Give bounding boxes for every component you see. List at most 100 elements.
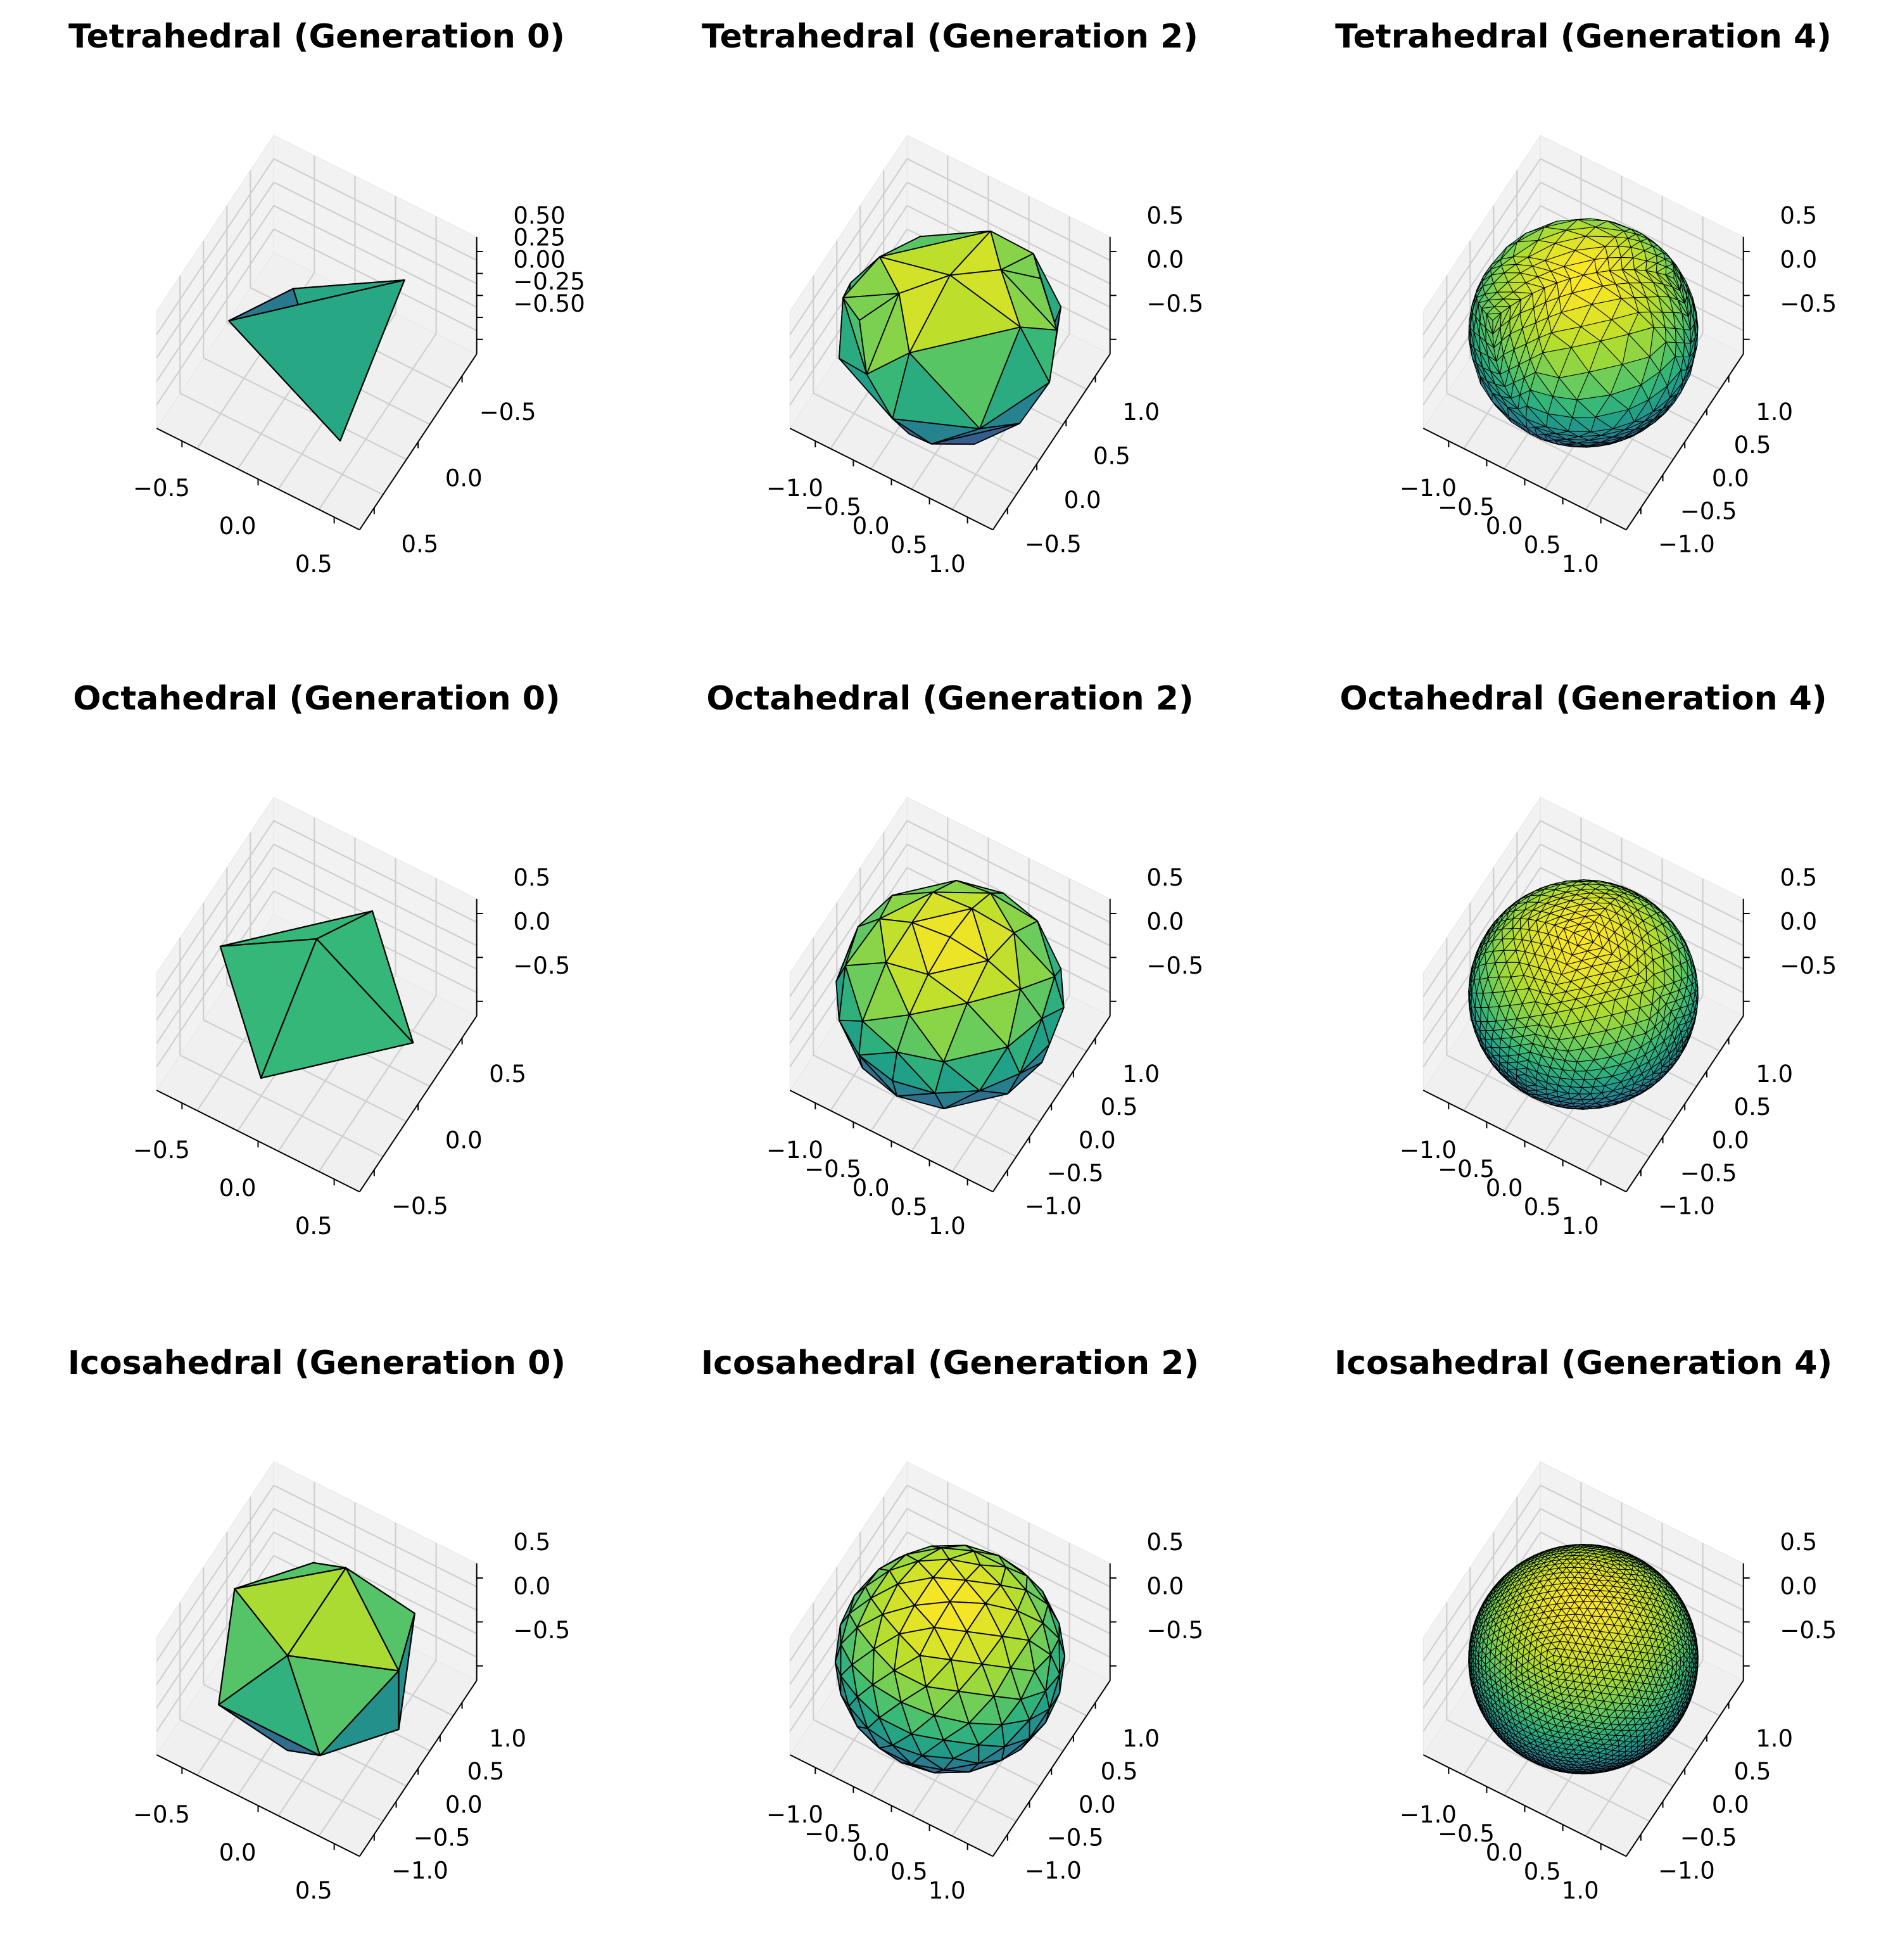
y-tick-label: −0.5 <box>414 1824 471 1851</box>
z-tick-label: 0.0 <box>1780 246 1817 273</box>
y-tick-label: −0.5 <box>1680 497 1737 525</box>
mesh <box>835 1545 1065 1772</box>
x-tick-label: 0.5 <box>1524 531 1561 559</box>
y-tick-label: −0.5 <box>479 398 536 426</box>
x-tick-label: 0.5 <box>1524 1193 1561 1221</box>
y-tick-label: 0.5 <box>1101 1093 1138 1121</box>
plot-3d: −1.0−0.50.00.51.01.00.50.0−0.5−1.00.50.0… <box>633 1327 1267 1900</box>
y-tick-label: 1.0 <box>1756 398 1793 426</box>
y-tick-label: 0.5 <box>1101 1758 1138 1785</box>
x-tick-label: 0.0 <box>219 1839 256 1866</box>
y-tick-label: 0.5 <box>1734 1093 1771 1121</box>
z-tick-label: 0.5 <box>513 1529 550 1556</box>
x-tick-label: 1.0 <box>928 550 966 578</box>
y-tick-label: 1.0 <box>489 1725 526 1752</box>
y-tick-label: −0.5 <box>1025 530 1082 557</box>
y-tick-label: 1.0 <box>1122 1060 1160 1088</box>
x-tick-label: −0.5 <box>133 474 190 502</box>
mesh <box>1469 1544 1698 1774</box>
x-tick-label: 0.5 <box>890 1193 928 1221</box>
z-tick-label: 0.5 <box>1146 864 1184 891</box>
plot-3d: −1.0−0.50.00.51.01.00.50.0−0.50.50.0−0.5 <box>633 0 1267 633</box>
plot-3d: −0.50.00.51.00.50.0−0.5−1.00.50.0−0.5 <box>0 1327 633 1900</box>
x-tick-label: −0.5 <box>133 1801 190 1828</box>
y-tick-label: 0.5 <box>1093 443 1130 470</box>
plot-3d: −1.0−0.50.00.51.01.00.50.0−0.5−1.00.50.0… <box>1267 662 1900 1295</box>
mesh <box>1469 880 1698 1109</box>
x-tick-label: 0.5 <box>890 531 928 559</box>
y-tick-label: −0.5 <box>391 1192 448 1219</box>
y-tick-label: 0.0 <box>445 464 483 492</box>
plot-3d: −1.0−0.50.00.51.01.00.50.0−0.5−1.00.50.0… <box>1267 0 1900 633</box>
y-tick-label: −1.0 <box>391 1857 448 1884</box>
z-tick-label: 0.5 <box>1146 1529 1184 1556</box>
x-tick-label: 0.5 <box>890 1858 928 1885</box>
z-tick-label: 0.5 <box>1146 202 1184 229</box>
z-tick-label: 0.0 <box>513 908 550 935</box>
y-tick-label: −1.0 <box>1025 1192 1082 1219</box>
x-tick-label: 0.0 <box>852 1174 890 1202</box>
y-tick-label: 0.0 <box>1064 487 1101 514</box>
plot-3d: −1.0−0.50.00.51.01.00.50.0−0.5−1.00.50.0… <box>633 662 1267 1295</box>
y-tick-label: 0.5 <box>1734 431 1771 459</box>
y-tick-label: 0.0 <box>1079 1791 1116 1818</box>
x-tick-label: 0.0 <box>852 512 890 540</box>
x-tick-label: 0.5 <box>295 550 332 578</box>
y-tick-label: −1.0 <box>1658 530 1715 557</box>
y-tick-label: −0.5 <box>1680 1159 1737 1187</box>
y-tick-label: 0.0 <box>445 1791 483 1818</box>
z-tick-label: −0.5 <box>1146 952 1203 979</box>
y-tick-label: 0.0 <box>1712 1126 1749 1154</box>
mesh <box>836 881 1063 1109</box>
y-tick-label: −0.5 <box>1047 1824 1104 1851</box>
plot-3d: −1.0−0.50.00.51.01.00.50.0−0.5−1.00.50.0… <box>1267 1327 1900 1900</box>
z-tick-label: −0.5 <box>513 952 570 979</box>
z-tick-label: 0.0 <box>1146 1572 1184 1600</box>
y-tick-label: 1.0 <box>1122 1725 1160 1752</box>
z-tick-label: −0.5 <box>513 1617 570 1644</box>
z-tick-label: 0.0 <box>1146 246 1184 273</box>
y-tick-label: −0.5 <box>1047 1159 1104 1187</box>
y-tick-label: −1.0 <box>1025 1857 1082 1884</box>
x-tick-label: 0.0 <box>219 512 256 540</box>
x-tick-label: 0.0 <box>852 1839 890 1866</box>
y-tick-label: 0.5 <box>402 530 439 557</box>
y-tick-label: 0.5 <box>489 1060 526 1088</box>
x-tick-label: 1.0 <box>1562 1212 1599 1240</box>
z-tick-label: −0.5 <box>1780 952 1837 979</box>
y-tick-label: 0.5 <box>467 1758 505 1785</box>
z-tick-label: 0.5 <box>1780 864 1817 891</box>
x-tick-label: 1.0 <box>928 1877 966 1900</box>
z-tick-label: 0.0 <box>1146 908 1184 935</box>
y-tick-label: 1.0 <box>1756 1060 1793 1088</box>
z-tick-label: 0.5 <box>1780 202 1817 229</box>
y-tick-label: 0.0 <box>445 1126 483 1154</box>
plot-3d: −0.50.00.5−0.50.00.50.500.250.00−0.25−0.… <box>0 0 633 633</box>
y-tick-label: 0.0 <box>1712 464 1749 492</box>
x-tick-label: 0.0 <box>219 1174 256 1202</box>
x-tick-label: 1.0 <box>928 1212 966 1240</box>
z-tick-label: 0.5 <box>513 864 550 891</box>
z-tick-label: −0.5 <box>1146 290 1203 317</box>
mesh <box>1469 219 1698 447</box>
y-tick-label: 1.0 <box>1122 398 1160 426</box>
x-tick-label: −0.5 <box>133 1136 190 1164</box>
x-tick-label: 1.0 <box>1562 550 1599 578</box>
x-tick-label: 0.0 <box>1486 1174 1523 1202</box>
z-tick-label: −0.5 <box>1780 290 1837 317</box>
z-tick-label: −0.5 <box>1146 1617 1203 1644</box>
y-tick-label: 0.0 <box>1079 1126 1116 1154</box>
x-tick-label: 0.5 <box>295 1212 332 1240</box>
plot-3d: −0.5 0.0 0.5 0.5 0.0 −0.5 0.5 0.0 −0.5 <box>0 662 633 1295</box>
x-tick-label: 0.5 <box>295 1877 332 1900</box>
z-tick-label: 0.0 <box>1780 908 1817 935</box>
